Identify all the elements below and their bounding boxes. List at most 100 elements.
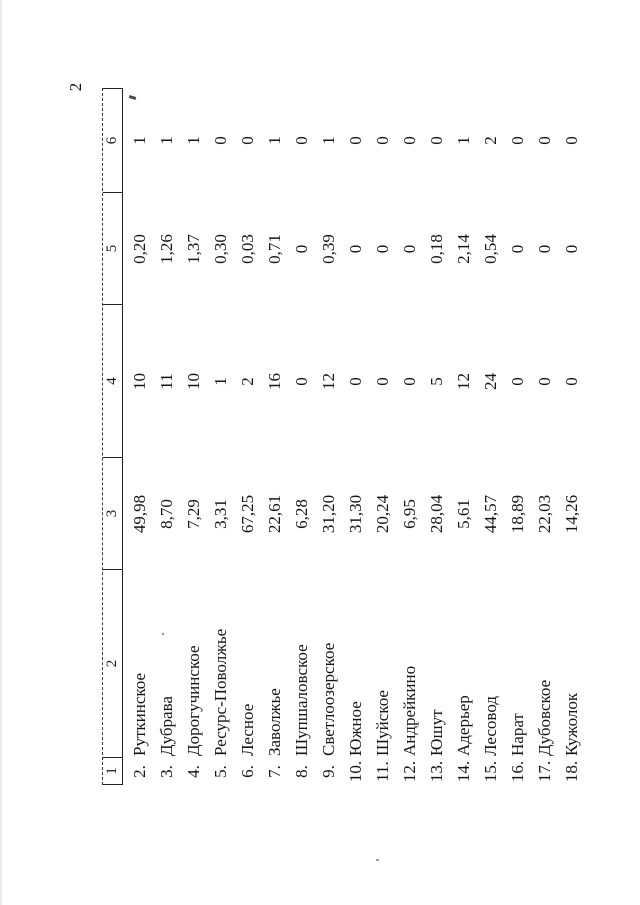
name-cell: Адерьер <box>454 695 473 756</box>
col3-value-cell: 20,24 <box>373 494 392 534</box>
col6-value-cell: 0 <box>346 136 365 145</box>
name-cell: Дорогучинское <box>184 645 203 756</box>
name-cell: Лесовод <box>481 696 500 756</box>
name-cell: Южное <box>346 701 365 756</box>
row-number-cell: 17. <box>535 760 554 783</box>
col4-value-cell: 12 <box>319 373 338 390</box>
table-row: 11. Шуйское 20,24 0 0 0 <box>369 88 396 785</box>
col3-value-cell: 44,57 <box>481 494 500 534</box>
column-header-cell: 4 <box>103 305 122 458</box>
table-row: 5. Ресурс-Поволжье 3,31 1 0,30 0 <box>207 88 234 785</box>
col3-value-cell: 31,20 <box>319 494 338 534</box>
column-header-cell: 5 <box>103 193 122 305</box>
scan-artifact <box>376 859 379 861</box>
col4-value-cell: 0 <box>400 377 419 386</box>
row-number-cell: 18. <box>562 760 581 783</box>
name-cell: Дубрава <box>157 696 176 756</box>
table-row: 17. Дубовское 22,03 0 0 0 <box>531 88 558 785</box>
col6-value-cell: 1 <box>130 136 149 145</box>
row-number-cell: 11. <box>373 761 392 782</box>
name-cell: Юшут <box>427 709 446 757</box>
col3-value-cell: 18,89 <box>508 494 527 534</box>
table-row: 8. Шупшаловское 6,28 0 0 0 <box>288 88 315 785</box>
row-number-cell: 10. <box>346 760 365 783</box>
col4-value-cell: 0 <box>346 377 365 386</box>
col6-value-cell: 0 <box>400 136 419 145</box>
column-header-cell: 6 <box>103 88 122 193</box>
col4-value-cell: 1 <box>211 377 230 386</box>
col5-value-cell: 0 <box>535 244 554 254</box>
col5-value-cell: 0 <box>562 244 581 254</box>
col4-value-cell: 5 <box>427 377 446 386</box>
col6-value-cell: 1 <box>184 136 203 145</box>
table-row: 14. Адерьер 5,61 12 2,14 1 <box>450 88 477 785</box>
col5-value-cell: 0,20 <box>130 234 149 264</box>
page-number: 2 <box>66 82 85 92</box>
col5-value-cell: 0,39 <box>319 234 338 264</box>
col6-value-cell: 1 <box>157 136 176 145</box>
table-body: 2. Руткинское 49,98 10 0,20 1 3. Дубрава… <box>126 88 585 785</box>
col3-value-cell: 28,04 <box>427 494 446 534</box>
col3-value-cell: 49,98 <box>130 494 149 534</box>
col5-value-cell: 0,54 <box>481 234 500 264</box>
col4-value-cell: 10 <box>130 373 149 390</box>
name-cell: Руткинское <box>130 672 149 756</box>
col6-value-cell: 0 <box>427 136 446 145</box>
row-number-cell: 4. <box>184 765 203 778</box>
col4-value-cell: 0 <box>373 377 392 386</box>
col3-value-cell: 14,26 <box>562 494 581 534</box>
name-cell: Шуйское <box>373 690 392 756</box>
col6-value-cell: 0 <box>238 136 257 145</box>
row-number-cell: 13. <box>427 760 446 783</box>
table-row: 6. Лесное 67,25 2 0,03 0 <box>234 88 261 785</box>
row-number-cell: 3. <box>157 765 176 778</box>
col6-value-cell: 0 <box>292 136 311 145</box>
table-row: 15. Лесовод 44,57 24 0,54 2 <box>477 88 504 785</box>
col3-value-cell: 22,61 <box>265 494 284 534</box>
col5-value-cell: 1,26 <box>157 234 176 264</box>
table-row: 16. Нарат 18,89 0 0 0 <box>504 88 531 785</box>
col5-value-cell: 0,71 <box>265 234 284 264</box>
data-table: 1 2 3 4 5 6 2. Руткинское 49,98 10 0,20 … <box>102 88 585 785</box>
col6-value-cell: 0 <box>373 136 392 145</box>
col5-value-cell: 1,37 <box>184 234 203 264</box>
row-number-cell: 16. <box>508 760 527 783</box>
col3-value-cell: 6,95 <box>400 499 419 529</box>
col6-value-cell: 0 <box>211 136 230 145</box>
col5-value-cell: 0,03 <box>238 234 257 264</box>
row-number-cell: 14. <box>454 760 473 783</box>
col5-value-cell: 0 <box>400 244 419 254</box>
col4-value-cell: 0 <box>535 377 554 386</box>
col4-value-cell: 0 <box>562 377 581 386</box>
col5-value-cell: 0 <box>508 244 527 254</box>
name-cell: Шупшаловское <box>292 644 311 756</box>
col5-value-cell: 0 <box>346 244 365 254</box>
name-cell: Андрейкино <box>400 665 419 756</box>
table-row: 10. Южное 31,30 0 0 0 <box>342 88 369 785</box>
row-number-cell: 7. <box>265 765 284 778</box>
name-cell: Светлоозерское <box>319 642 338 756</box>
col6-value-cell: 0 <box>535 136 554 145</box>
col3-value-cell: 5,61 <box>454 499 473 529</box>
table-row: 4. Дорогучинское 7,29 10 1,37 1 <box>180 88 207 785</box>
col4-value-cell: 10 <box>184 373 203 390</box>
col3-value-cell: 7,29 <box>184 499 203 529</box>
scan-edge-shadow <box>0 0 3 905</box>
row-number-cell: 2. <box>130 765 149 778</box>
name-cell: Нарат <box>508 713 527 756</box>
table-row: 12. Андрейкино 6,95 0 0 0 <box>396 88 423 785</box>
name-cell: Кужолок <box>562 692 581 756</box>
col4-value-cell: 0 <box>292 377 311 386</box>
col3-value-cell: 31,30 <box>346 494 365 534</box>
col6-value-cell: 1 <box>454 136 473 145</box>
table-row: 18. Кужолок 14,26 0 0 0 <box>558 88 585 785</box>
name-cell: Ресурс-Поволжье <box>211 628 230 756</box>
col3-value-cell: 3,31 <box>211 499 230 529</box>
col6-value-cell: 2 <box>481 136 500 145</box>
row-number-cell: 12. <box>400 760 419 783</box>
table-header-row: 1 2 3 4 5 6 <box>102 88 123 785</box>
col3-value-cell: 6,28 <box>292 499 311 529</box>
row-number-cell: 15. <box>481 760 500 783</box>
column-header-cell: 2 <box>103 570 122 758</box>
col5-value-cell: 0,18 <box>427 234 446 264</box>
